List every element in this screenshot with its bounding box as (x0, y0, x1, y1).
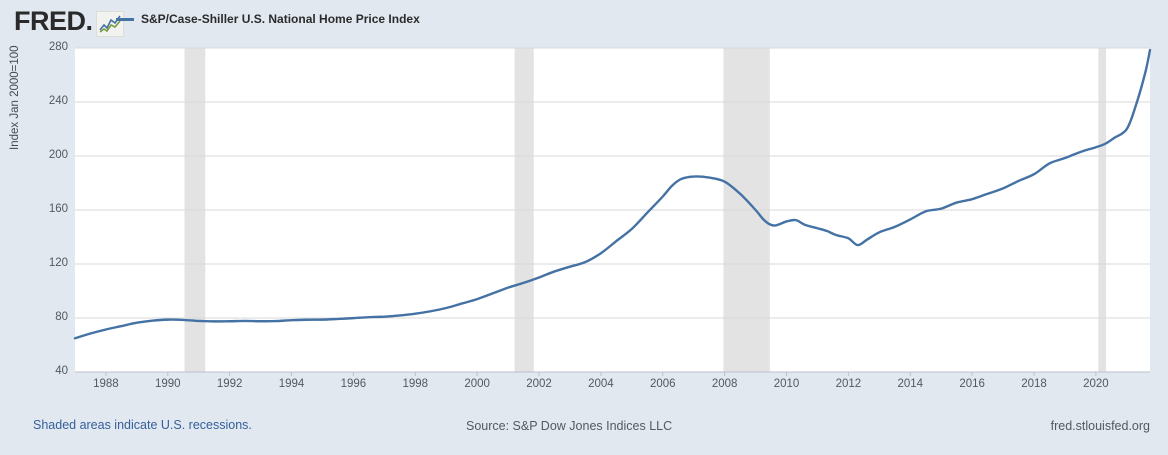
fred-logo[interactable]: FRED . (14, 6, 125, 37)
x-tick-label: 2000 (464, 378, 490, 390)
x-tick-label: 1996 (340, 378, 367, 390)
chart-header: FRED . S&P/Case-Shiller U.S. National Ho… (0, 0, 1168, 38)
y-tick-label: 40 (55, 365, 68, 377)
line-chart-icon (96, 10, 125, 37)
source-label: Source: S&P Dow Jones Indices LLC (466, 419, 673, 433)
recession-note[interactable]: Shaded areas indicate U.S. recessions. (33, 418, 252, 432)
fred-wordmark: FRED (14, 6, 86, 36)
y-tick-label: 120 (48, 257, 68, 269)
chart-legend[interactable]: S&P/Case-Shiller U.S. National Home Pric… (116, 11, 420, 27)
legend-series-label: S&P/Case-Shiller U.S. National Home Pric… (141, 12, 420, 26)
legend-color-swatch (116, 17, 134, 21)
x-tick-label: 2012 (835, 378, 862, 390)
y-axis-ticks: 280 240 200 160 120 80 40 (8, 0, 68, 450)
x-tick-label: 2014 (897, 378, 924, 390)
x-tick-label: 1990 (155, 378, 181, 390)
fred-url-label: fred.stlouisfed.org (1050, 419, 1150, 433)
x-tick-label: 2008 (711, 378, 738, 390)
y-tick-label: 160 (48, 203, 68, 215)
x-tick-label: 2004 (588, 378, 614, 390)
x-tick-label: 2016 (959, 378, 985, 390)
fred-trademark-dot: . (85, 6, 94, 36)
y-tick-label: 200 (48, 149, 68, 161)
x-tick-label: 1994 (278, 378, 305, 390)
x-tick-label: 2020 (1083, 378, 1109, 390)
y-tick-label: 240 (48, 95, 68, 107)
x-tick-label: 2006 (649, 378, 676, 390)
x-tick-label: 2018 (1021, 378, 1047, 390)
x-tick-label: 2002 (526, 378, 552, 390)
y-tick-label: 80 (55, 311, 68, 323)
x-tick-label: 2010 (773, 378, 800, 390)
series-line-home-price-index[interactable] (73, 48, 1152, 340)
x-tick-label: 1992 (216, 378, 243, 390)
x-tick-label: 1998 (402, 378, 429, 390)
x-tick-label: 1988 (93, 378, 119, 390)
y-tick-label: 280 (48, 41, 68, 53)
